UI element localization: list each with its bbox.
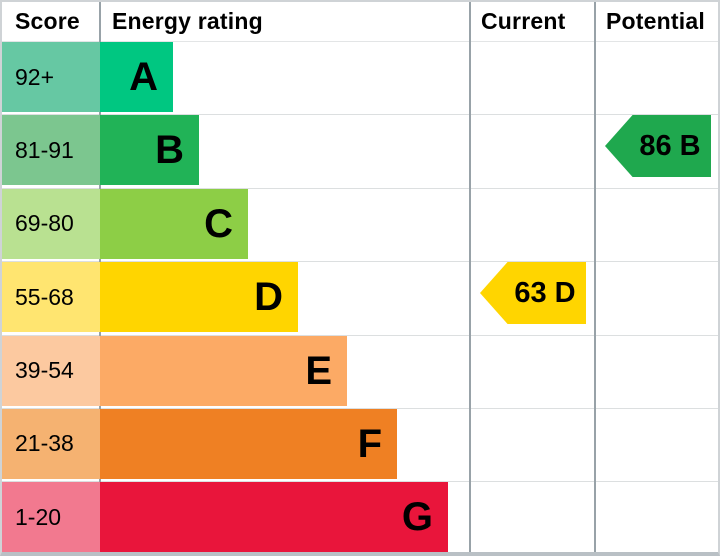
score-range-b: 81-91 <box>2 115 100 186</box>
score-range-e: 39-54 <box>2 335 100 406</box>
row-separator <box>2 114 718 115</box>
rating-bar-a: A <box>100 42 173 112</box>
potential-column-divider <box>594 2 596 552</box>
rating-bar-d: D <box>100 262 298 333</box>
band-row-g: 1-20 G <box>2 482 448 552</box>
row-separator <box>2 335 718 336</box>
potential-rating-arrow: 86 B <box>605 115 711 177</box>
current-rating-arrow: 63 D <box>480 262 586 324</box>
rating-bar-e: E <box>100 335 347 406</box>
energy-rating-column-header: Energy rating <box>112 8 263 34</box>
current-column-header: Current <box>481 8 566 34</box>
rating-bar-b: B <box>100 115 199 186</box>
current-column-divider <box>469 2 471 552</box>
band-rows: 92+ A 81-91 B 69-80 C 55-68 D 39-54 E 21… <box>2 42 448 552</box>
band-row-a: 92+ A <box>2 42 448 112</box>
row-separator <box>2 408 718 409</box>
rating-bar-g: G <box>100 482 448 552</box>
band-row-c: 69-80 C <box>2 188 448 259</box>
row-separator <box>2 188 718 189</box>
header-underline <box>2 41 718 42</box>
potential-column-header: Potential <box>606 8 705 34</box>
row-separator <box>2 261 718 262</box>
score-column-header: Score <box>15 8 80 34</box>
rating-bar-c: C <box>100 188 248 259</box>
score-range-g: 1-20 <box>2 482 100 552</box>
band-row-e: 39-54 E <box>2 335 448 406</box>
score-range-c: 69-80 <box>2 188 100 259</box>
band-row-f: 21-38 F <box>2 408 448 479</box>
score-range-f: 21-38 <box>2 408 100 479</box>
band-row-b: 81-91 B <box>2 115 448 186</box>
row-separator <box>2 481 718 482</box>
band-row-d: 55-68 D <box>2 262 448 333</box>
score-range-d: 55-68 <box>2 262 100 333</box>
rating-bar-f: F <box>100 408 397 479</box>
score-range-a: 92+ <box>2 42 100 112</box>
